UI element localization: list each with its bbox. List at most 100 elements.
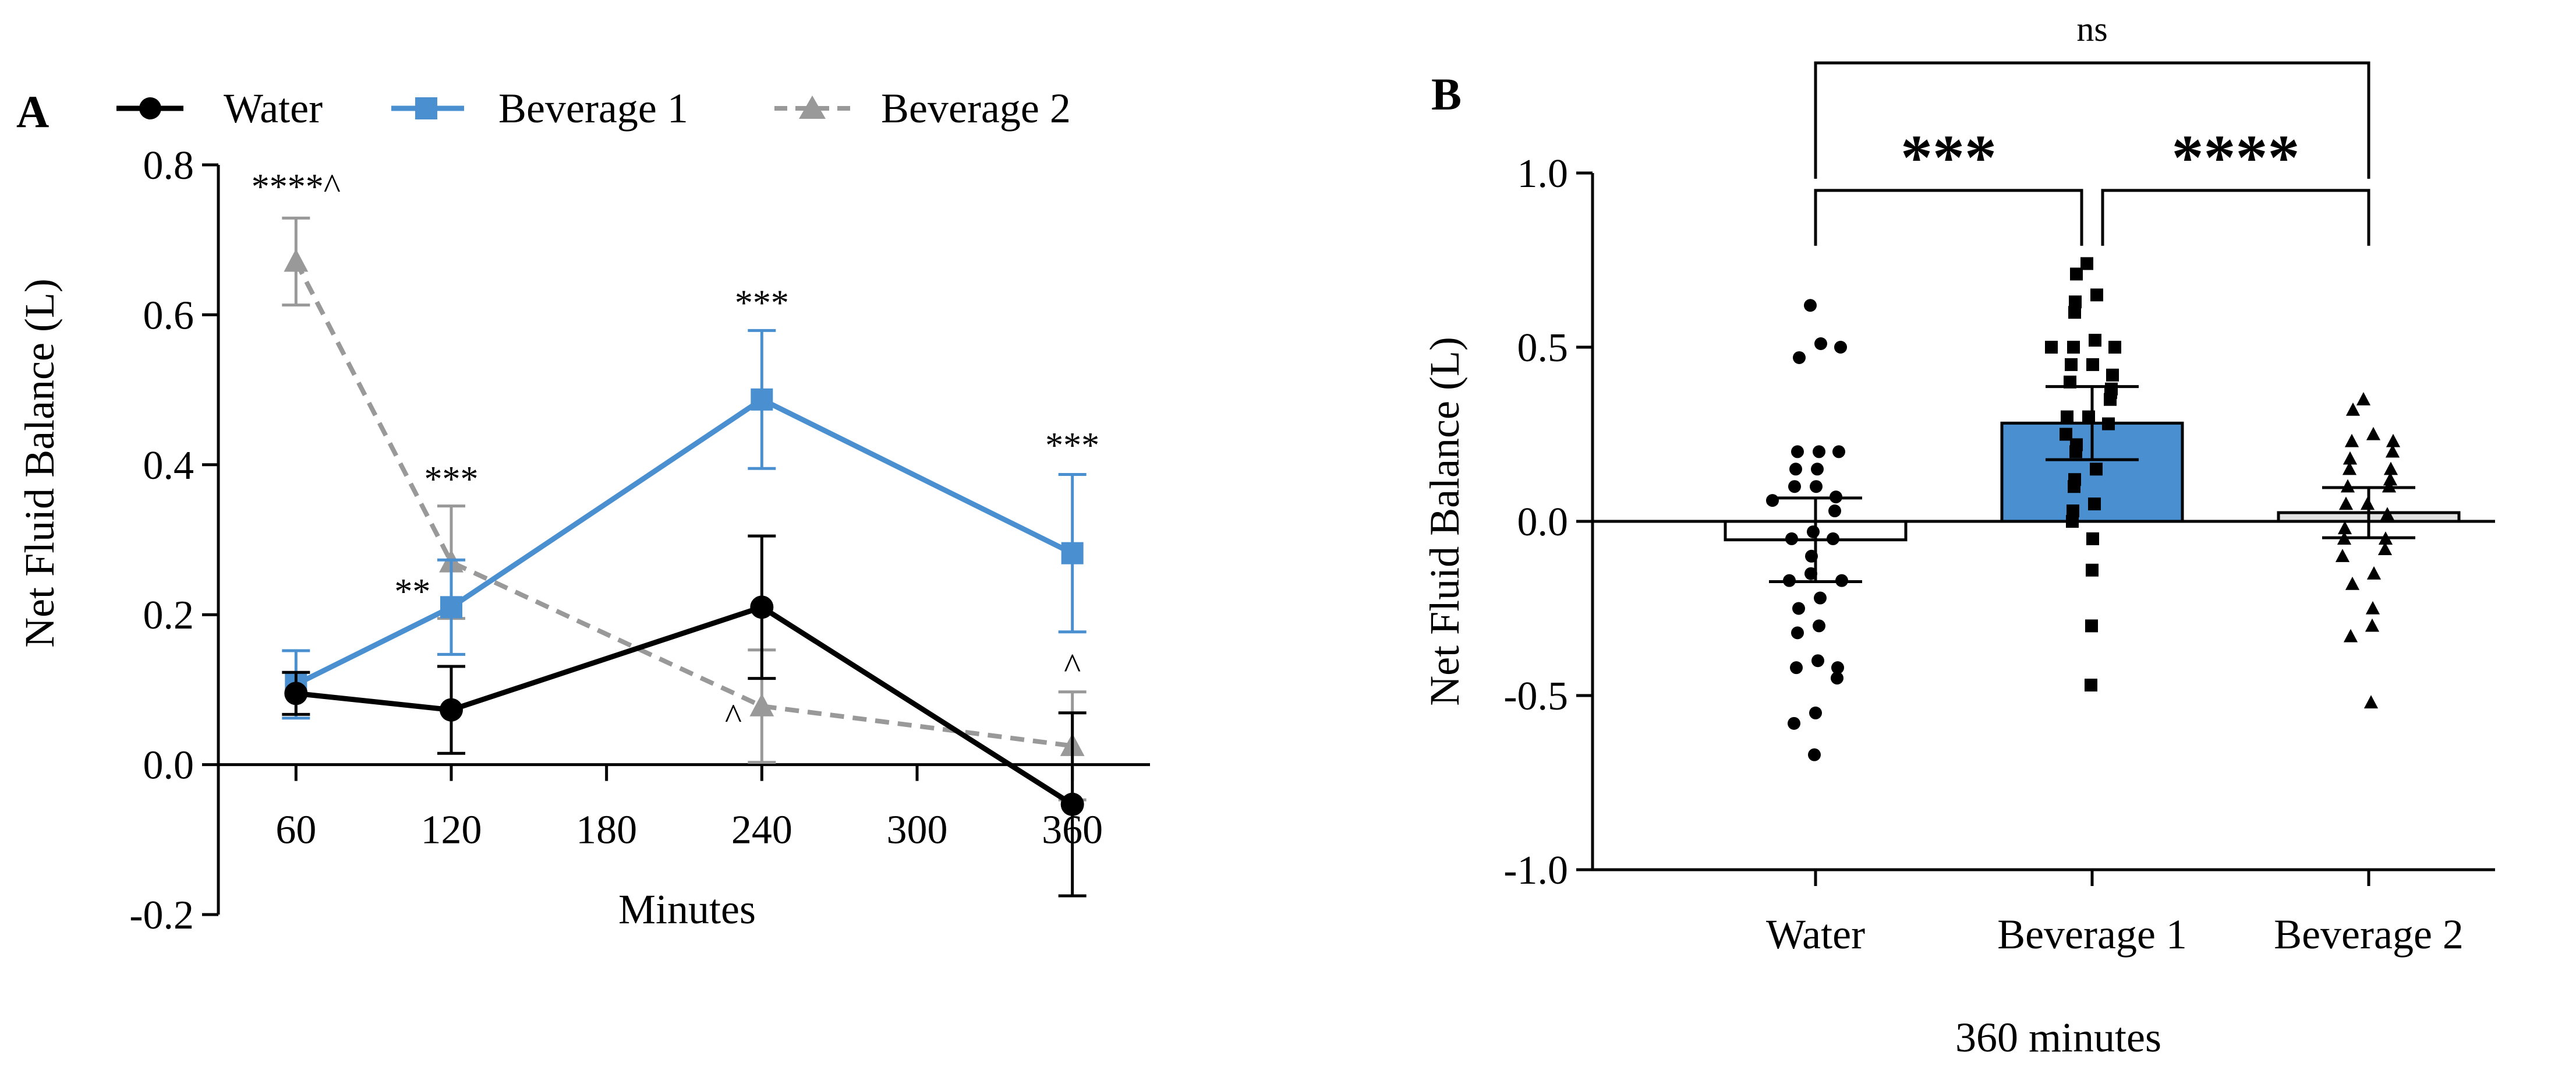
significance-label: ns (2076, 10, 2107, 48)
scatter-point-water (1831, 661, 1844, 675)
panel-a-ytick-label: 0.4 (143, 443, 194, 488)
scatter-point-beverage-1 (2070, 267, 2083, 281)
panel-a-ylabel: Net Fluid Balance (L) (16, 278, 63, 648)
scatter-point-beverage-2 (2343, 451, 2358, 465)
scatter-point-beverage-1 (2045, 341, 2058, 354)
panel-b-category-label: Beverage 1 (1997, 911, 2187, 958)
scatter-point-beverage-2 (2356, 392, 2371, 405)
scatter-point-beverage-1 (2104, 393, 2117, 406)
bar-group-beverage-1 (2000, 257, 2184, 692)
scatter-point-beverage-1 (2108, 341, 2121, 354)
data-point-water (440, 698, 463, 722)
scatter-point-beverage-2 (2338, 496, 2354, 510)
bar-group-water (1724, 299, 1908, 761)
panel-a-xtick-label: 240 (731, 808, 792, 853)
panel-a-label: A (16, 86, 49, 137)
scatter-point-beverage-1 (2089, 334, 2101, 347)
legend-beverage-2-marker (799, 96, 826, 119)
scatter-point-water (1791, 626, 1804, 640)
legend-water-label: Water (224, 85, 323, 132)
scatter-point-water (1809, 706, 1822, 719)
panel-a-xtick-label: 300 (887, 808, 948, 853)
data-point-beverage-1 (751, 388, 773, 411)
legend-beverage-1-marker (415, 97, 437, 119)
scatter-point-beverage-1 (2086, 532, 2099, 545)
scatter-point-beverage-1 (2068, 306, 2081, 319)
scatter-point-water (1832, 445, 1845, 458)
panel-a-ytick-label: 0.2 (143, 593, 194, 638)
comparison-bracket: *** (1814, 122, 2083, 246)
scatter-point-water (1834, 341, 1847, 354)
panel-b-ylabel: Net Fluid Balance (L) (1421, 337, 1468, 706)
scatter-point-water (1810, 480, 1823, 493)
scatter-point-water (1785, 532, 1798, 545)
panel-a-xlabel: Minutes (618, 886, 756, 933)
legend-item-water: Water (116, 85, 323, 132)
scatter-point-water (1827, 532, 1839, 545)
scatter-point-beverage-2 (2380, 507, 2395, 521)
scatter-point-beverage-2 (2342, 461, 2357, 475)
scatter-point-water (1808, 748, 1821, 761)
legend-item-beverage-1: Beverage 1 (391, 85, 688, 132)
scatter-point-water (1792, 602, 1805, 615)
scatter-point-beverage-2 (2386, 433, 2401, 447)
scatter-point-beverage-2 (2343, 629, 2358, 643)
panel-a-plot: -0.20.00.20.40.60.860 120 180 240 300 360****… (129, 143, 1150, 938)
scatter-point-water (1814, 591, 1827, 605)
scatter-point-water (1807, 525, 1820, 538)
data-point-beverage-1 (440, 596, 462, 619)
scatter-point-beverage-1 (2102, 417, 2115, 430)
scatter-point-beverage-1 (2067, 504, 2079, 518)
scatter-point-water (1766, 494, 1779, 507)
panel-a-legend: Water Beverage 1 Beverage 2 (116, 85, 1071, 132)
series-line-water (295, 604, 1074, 807)
significance-label: ****^ (252, 167, 341, 207)
scatter-point-water (1831, 672, 1843, 685)
significance-label: ^ (1064, 647, 1081, 687)
scatter-point-water (1790, 661, 1803, 675)
comparison-bracket: ns (1814, 10, 2370, 179)
scatter-point-beverage-1 (2090, 288, 2103, 302)
series-line-beverage-1 (295, 397, 1074, 687)
scatter-point-beverage-1 (2088, 497, 2101, 511)
scatter-point-beverage-1 (2061, 410, 2073, 423)
legend-beverage-2-label: Beverage 2 (881, 85, 1071, 132)
legend-item-beverage-2: Beverage 2 (774, 85, 1071, 132)
significance-label: ^ (725, 697, 742, 737)
panel-b-plot: -1.0 -0.5 0.0 0.5 1.0 Water Beverage 1 Beverage… (1503, 10, 2495, 958)
panel-b-category-label: Water (1766, 911, 1865, 958)
scatter-point-beverage-2 (2365, 601, 2380, 615)
panel-a-ytick-label: 0.8 (143, 143, 194, 188)
scatter-point-beverage-2 (2345, 576, 2360, 590)
scatter-point-beverage-1 (2067, 341, 2080, 354)
scatter-point-beverage-1 (2085, 679, 2097, 692)
scatter-point-beverage-2 (2340, 479, 2355, 493)
scatter-point-water (1788, 717, 1800, 730)
scatter-point-water (1791, 445, 1804, 458)
panel-a-ytick-label: 0.0 (143, 743, 194, 788)
scatter-point-beverage-1 (2085, 619, 2098, 633)
scatter-point-water (1811, 654, 1824, 668)
scatter-point-beverage-1 (2069, 295, 2082, 309)
bracket-line (1814, 61, 2370, 179)
scatter-point-water (1813, 445, 1825, 458)
scatter-point-beverage-1 (2086, 563, 2099, 577)
series-beverage-1 (282, 329, 1087, 720)
scatter-point-beverage-2 (2365, 618, 2380, 632)
panel-b-xlabel: 360 minutes (1955, 1014, 2161, 1061)
scatter-point-water (1793, 351, 1806, 364)
data-point-water (750, 595, 774, 619)
legend-water-marker (139, 97, 161, 119)
bracket-line (2101, 189, 2370, 246)
panel-b-label: B (1431, 69, 1462, 119)
scatter-point-beverage-1 (2090, 463, 2103, 476)
scatter-point-beverage-1 (2068, 480, 2080, 493)
series-line-beverage-2 (293, 260, 1073, 749)
scatter-point-beverage-1 (2060, 428, 2072, 441)
bar-group-beverage-2 (2277, 392, 2461, 709)
scatter-point-water (1814, 337, 1827, 351)
data-point-water (1060, 792, 1084, 816)
scatter-point-beverage-1 (2106, 368, 2119, 382)
